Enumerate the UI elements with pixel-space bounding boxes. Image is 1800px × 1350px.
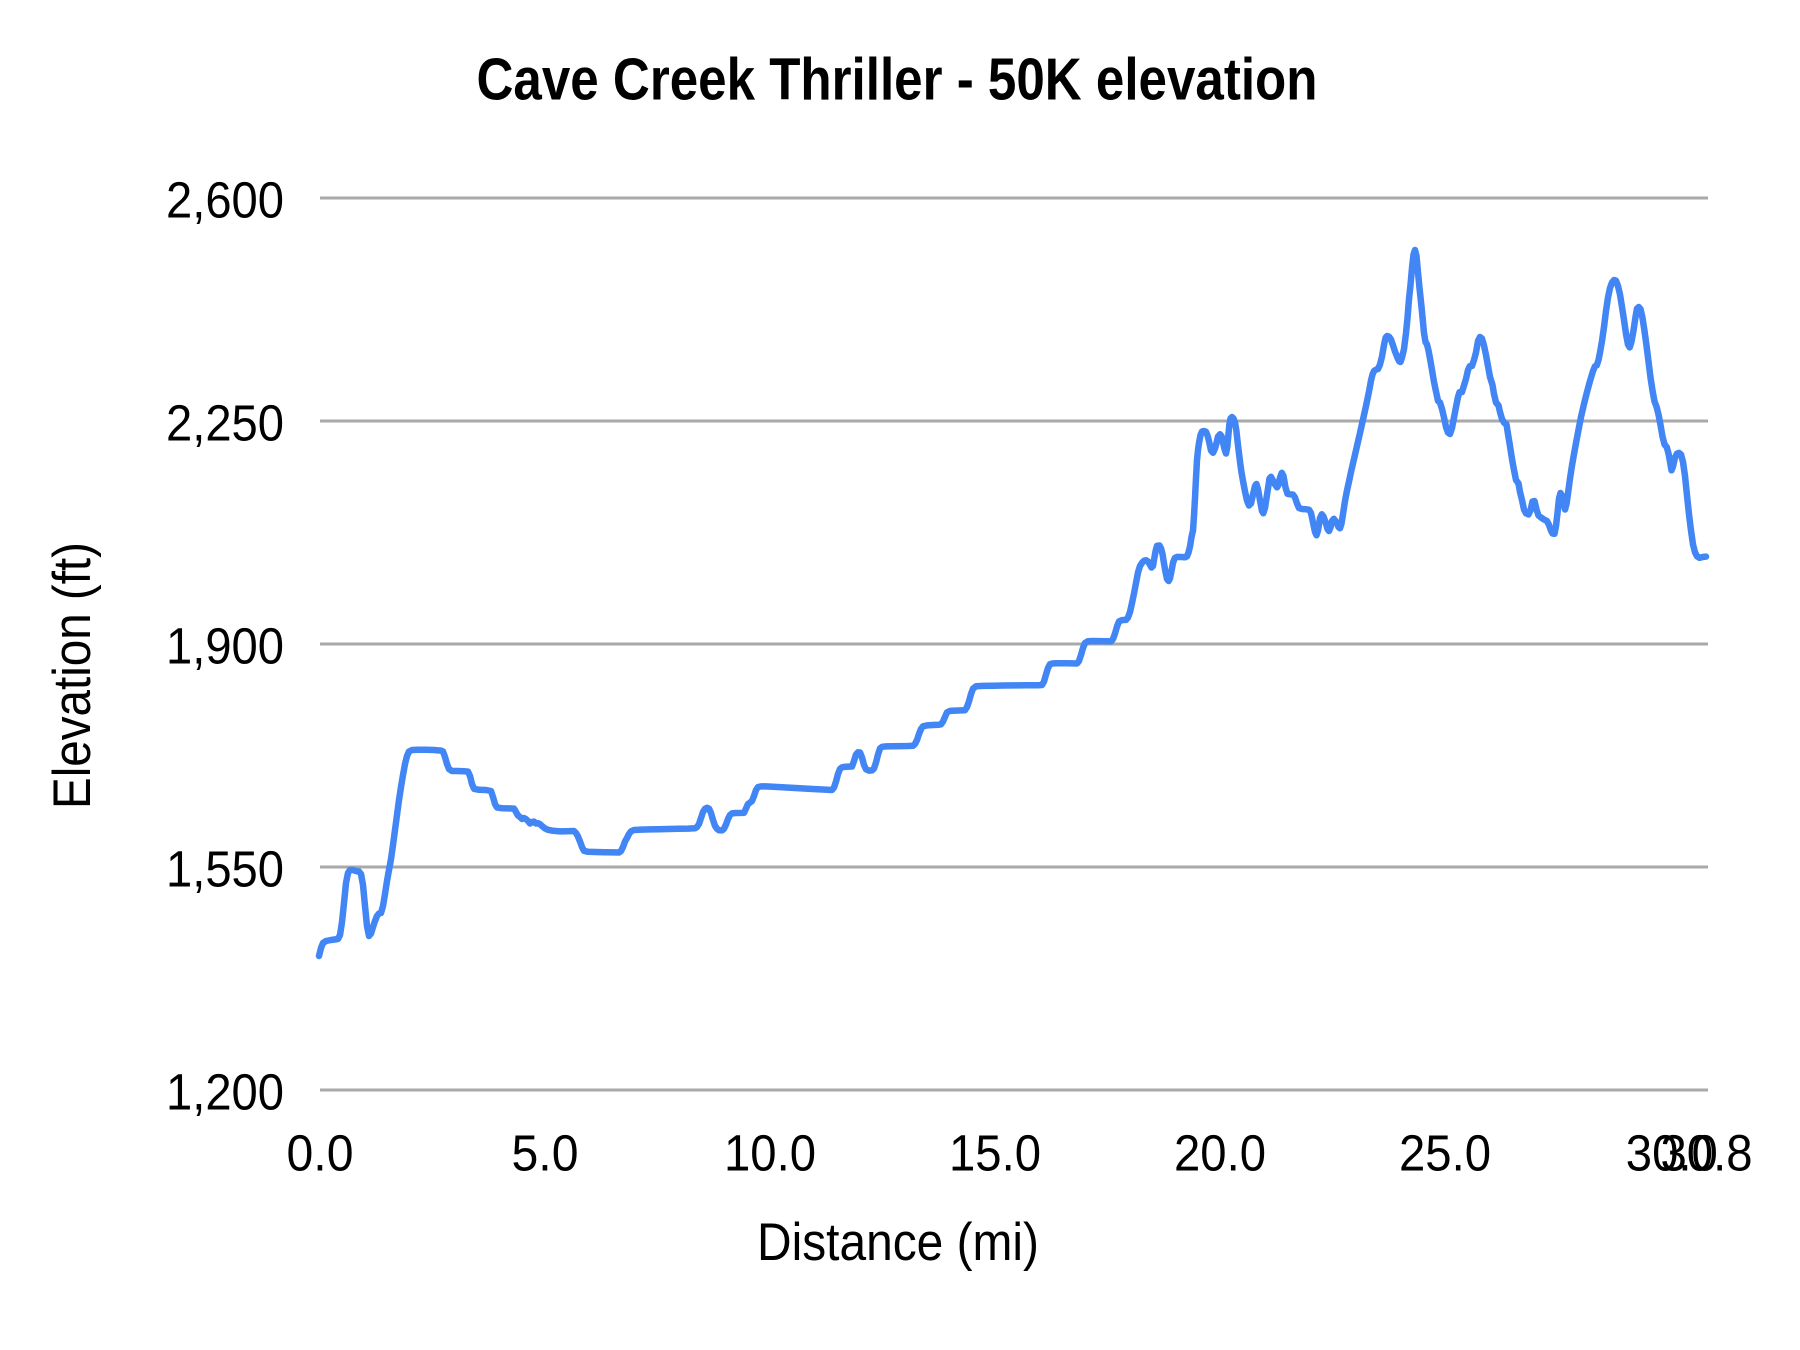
svg-text:1,200: 1,200	[166, 1064, 284, 1121]
svg-text:Cave Creek Thriller - 50K elev: Cave Creek Thriller - 50K elevation	[477, 47, 1318, 113]
svg-text:25.0: 25.0	[1399, 1125, 1491, 1182]
svg-text:Distance (mi): Distance (mi)	[757, 1213, 1039, 1272]
svg-text:30.0: 30.0	[1626, 1125, 1718, 1182]
svg-text:Elevation (ft): Elevation (ft)	[43, 542, 102, 809]
svg-text:15.0: 15.0	[949, 1125, 1041, 1182]
svg-text:2,600: 2,600	[166, 172, 284, 229]
svg-text:10.0: 10.0	[724, 1125, 816, 1182]
svg-text:30.8: 30.8	[1661, 1125, 1753, 1182]
svg-text:5.0: 5.0	[512, 1125, 579, 1182]
svg-text:20.0: 20.0	[1174, 1125, 1266, 1182]
svg-text:1,900: 1,900	[166, 618, 284, 675]
svg-text:2,250: 2,250	[166, 395, 284, 452]
svg-text:0.0: 0.0	[287, 1125, 354, 1182]
svg-text:1,550: 1,550	[166, 841, 284, 898]
